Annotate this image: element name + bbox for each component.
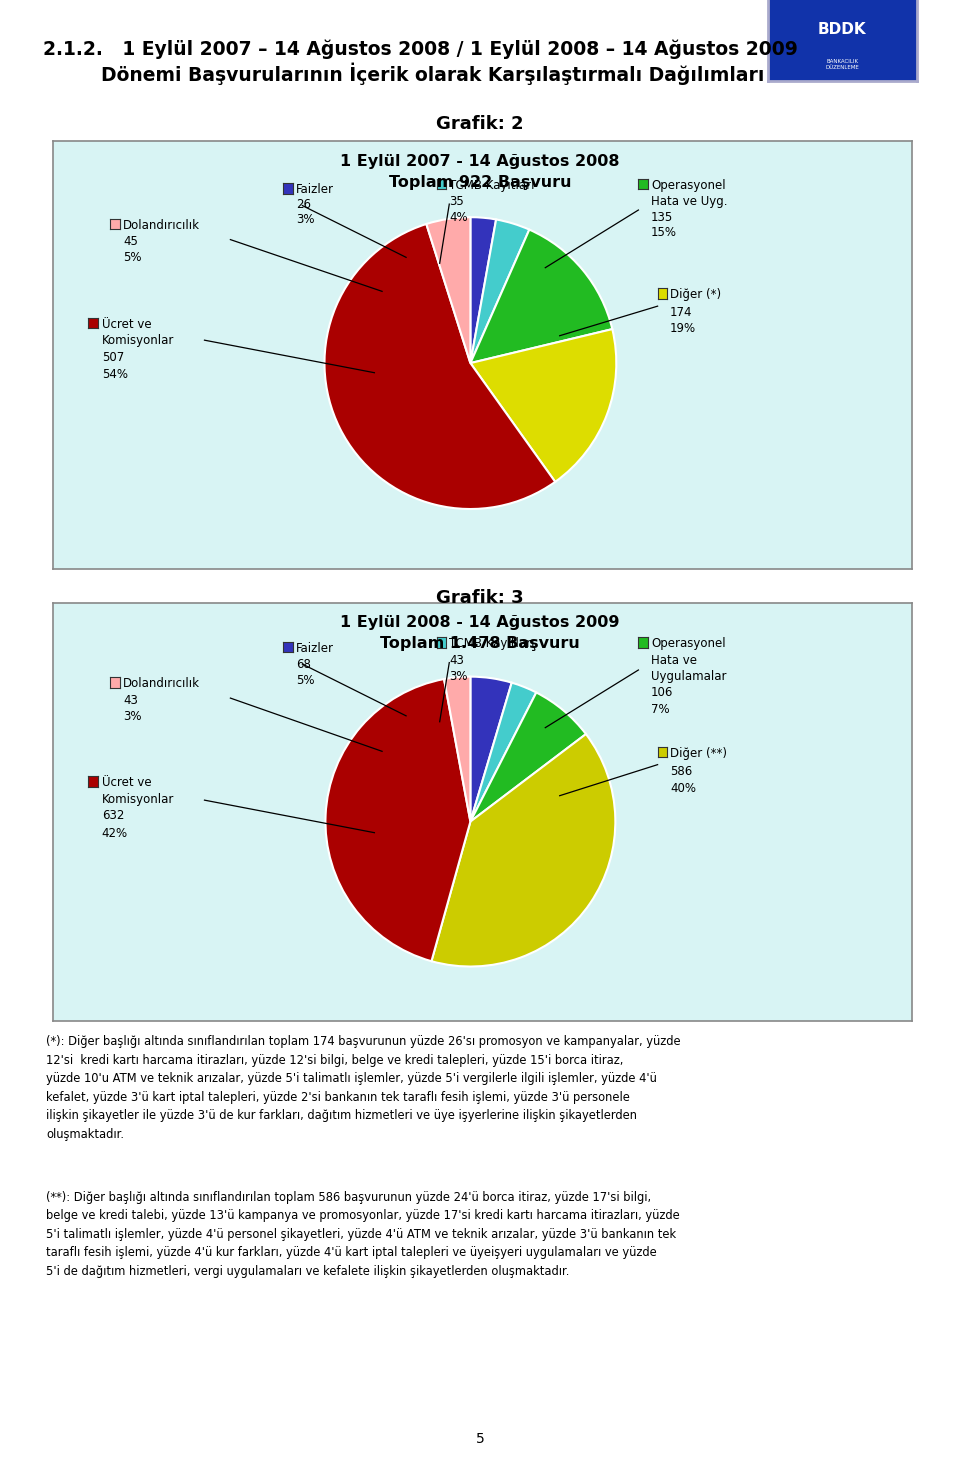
- Text: Komisyonlar: Komisyonlar: [102, 793, 174, 806]
- Text: TCMB Kayıtları: TCMB Kayıtları: [449, 179, 535, 192]
- Text: 15%: 15%: [651, 226, 677, 240]
- Text: 5: 5: [475, 1433, 485, 1446]
- Wedge shape: [470, 229, 612, 364]
- Text: Diğer (*): Diğer (*): [670, 288, 721, 302]
- Text: Uygulamalar: Uygulamalar: [651, 670, 727, 683]
- Wedge shape: [470, 677, 512, 822]
- Text: 135: 135: [651, 211, 673, 225]
- Wedge shape: [324, 223, 555, 509]
- Text: Faizler: Faizler: [296, 183, 334, 197]
- Text: 43: 43: [123, 694, 137, 707]
- Text: 26: 26: [296, 198, 311, 211]
- Text: 3%: 3%: [123, 710, 141, 723]
- Text: 68: 68: [296, 658, 310, 671]
- Text: 586: 586: [670, 765, 692, 778]
- Text: 5%: 5%: [123, 251, 141, 265]
- Text: Dolandırıcılık: Dolandırıcılık: [123, 677, 200, 691]
- Text: Toplam 1.478 Başvuru: Toplam 1.478 Başvuru: [380, 636, 580, 651]
- Text: 1 Eylül 2007 - 14 Ağustos 2008: 1 Eylül 2007 - 14 Ağustos 2008: [340, 154, 620, 169]
- Wedge shape: [426, 217, 470, 364]
- Text: 3%: 3%: [449, 670, 468, 683]
- Text: Hata ve Uyg.: Hata ve Uyg.: [651, 195, 728, 209]
- Wedge shape: [444, 676, 470, 822]
- Text: 42%: 42%: [102, 827, 128, 840]
- Text: 43: 43: [449, 654, 464, 667]
- Text: BANKACILIK
DÜZENLEME: BANKACILIK DÜZENLEME: [826, 59, 859, 70]
- Text: TCMB Kayıtları: TCMB Kayıtları: [449, 637, 535, 651]
- Text: Operasyonel: Operasyonel: [651, 179, 726, 192]
- Text: 40%: 40%: [670, 782, 696, 796]
- Text: Dönemi Başvurularının İçerik olarak Karşılaştırmalı Dağılımları: Dönemi Başvurularının İçerik olarak Karş…: [101, 62, 764, 84]
- Text: Grafik: 3: Grafik: 3: [436, 589, 524, 606]
- Text: Dolandırıcılık: Dolandırıcılık: [123, 219, 200, 232]
- Wedge shape: [470, 217, 496, 364]
- Text: 1 Eylül 2008 - 14 Ağustos 2009: 1 Eylül 2008 - 14 Ağustos 2009: [340, 615, 620, 630]
- Text: 3%: 3%: [296, 213, 314, 226]
- Text: 4%: 4%: [449, 211, 468, 225]
- Text: 5%: 5%: [296, 674, 314, 688]
- Text: Toplam 922 Başvuru: Toplam 922 Başvuru: [389, 175, 571, 189]
- Text: Hata ve: Hata ve: [651, 654, 697, 667]
- Text: 35: 35: [449, 195, 464, 209]
- Text: Faizler: Faizler: [296, 642, 334, 655]
- Wedge shape: [470, 692, 586, 822]
- Text: Diğer (**): Diğer (**): [670, 747, 727, 760]
- Wedge shape: [431, 734, 615, 966]
- Text: Ücret ve: Ücret ve: [102, 318, 152, 331]
- Text: 19%: 19%: [670, 322, 696, 336]
- Wedge shape: [325, 679, 470, 961]
- Text: (**): Diğer başlığı altında sınıflandırılan toplam 586 başvurunun yüzde 24'ü bor: (**): Diğer başlığı altında sınıflandırı…: [46, 1191, 680, 1278]
- Text: BDDK: BDDK: [818, 22, 867, 37]
- Text: 106: 106: [651, 686, 673, 700]
- Text: Grafik: 2: Grafik: 2: [436, 115, 524, 133]
- Wedge shape: [470, 683, 537, 822]
- Wedge shape: [470, 330, 616, 482]
- Text: 2.1.2.   1 Eylül 2007 – 14 Ağustos 2008 / 1 Eylül 2008 – 14 Ağustos 2009: 2.1.2. 1 Eylül 2007 – 14 Ağustos 2008 / …: [43, 40, 798, 59]
- Text: 174: 174: [670, 306, 692, 319]
- Text: 54%: 54%: [102, 368, 128, 382]
- Text: 7%: 7%: [651, 703, 669, 716]
- Text: 632: 632: [102, 809, 124, 822]
- Text: Komisyonlar: Komisyonlar: [102, 334, 174, 348]
- Text: 507: 507: [102, 351, 124, 364]
- Text: Ücret ve: Ücret ve: [102, 776, 152, 790]
- Text: Operasyonel: Operasyonel: [651, 637, 726, 651]
- Wedge shape: [470, 219, 529, 364]
- Text: (*): Diğer başlığı altında sınıflandırılan toplam 174 başvurunun yüzde 26'sı pro: (*): Diğer başlığı altında sınıflandırıl…: [46, 1035, 681, 1140]
- Text: 45: 45: [123, 235, 137, 248]
